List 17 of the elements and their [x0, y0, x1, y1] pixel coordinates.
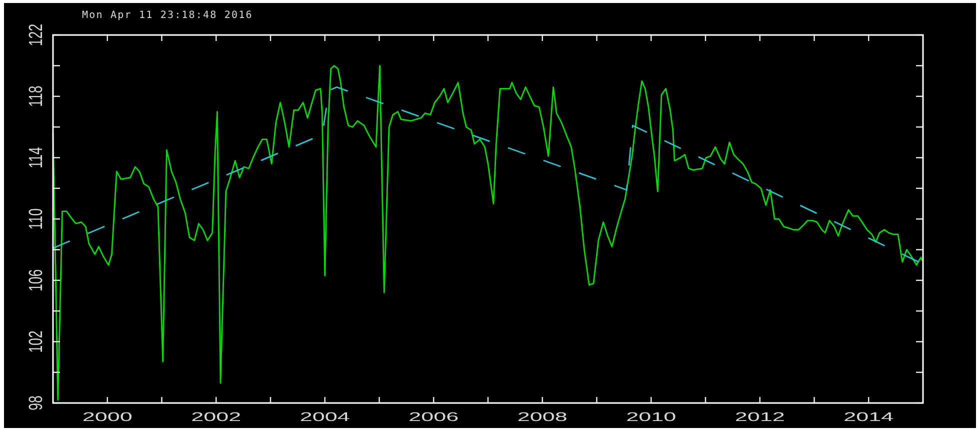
x-tick-label: 2002	[191, 410, 242, 424]
x-tick-label: 2006	[408, 410, 459, 424]
y-tick-label: 102	[26, 330, 46, 353]
y-tick-label: 110	[26, 208, 46, 230]
y-tick-label: 118	[26, 86, 46, 107]
x-tick-label: 2000	[82, 410, 132, 424]
text: Mon Apr 11 23:18:48 2016	[82, 10, 253, 21]
x-tick-label: 2014	[844, 410, 894, 424]
y-tick-label: 114	[26, 147, 46, 168]
y-tick-label: 122	[26, 24, 46, 46]
y-tick-label: 106	[26, 269, 46, 292]
y-tick-label: 98	[26, 396, 46, 410]
x-tick-label: 2008	[517, 410, 568, 424]
x-tick-label: 2012	[734, 410, 785, 424]
x-tick-label: 2010	[626, 410, 676, 424]
x-tick-label: 2004	[300, 410, 350, 424]
line-series	[52, 64, 923, 401]
